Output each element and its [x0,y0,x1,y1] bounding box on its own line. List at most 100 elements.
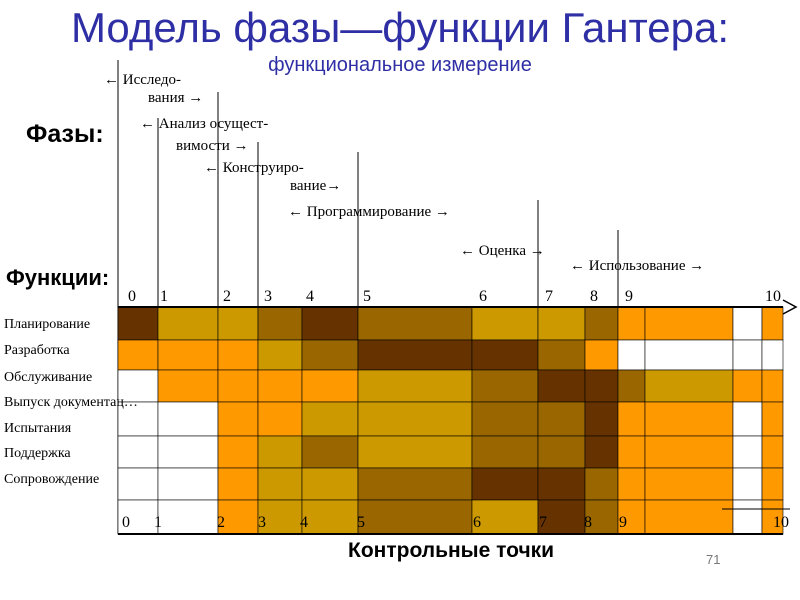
gantt-cell [584,435,619,469]
gantt-cell [357,306,473,341]
phase-design-line1: ← Конструиро- [204,160,304,176]
milestone-top-9: 9 [625,288,633,305]
gantt-cell [357,435,473,469]
gantt-cell [537,369,586,403]
gantt-cell [617,467,646,501]
title: Модель фазы—функции Гантера: [70,4,730,51]
gantt-cell [117,306,159,341]
gantt-cell [584,467,619,501]
gantt-cell [537,499,586,535]
milestone-bottom-3: 3 [258,514,266,531]
milestone-top-6: 6 [479,288,487,305]
gantt-cell [217,499,259,535]
gantt-cell [217,467,259,501]
gantt-cell [761,435,784,469]
phases-label: Фазы: [26,120,104,148]
gantt-cell [217,435,259,469]
milestone-top-4: 4 [306,288,314,305]
gantt-cell [257,435,303,469]
gantt-cell [644,339,734,371]
gantt-cell [301,467,359,501]
gantt-cell [644,467,734,501]
gantt-cell [471,369,539,403]
milestone-bottom-7: 7 [539,514,547,531]
gantt-cell [301,369,359,403]
milestone-top-7: 7 [545,288,553,305]
phase-research-line1: ← Исследо- [104,72,181,88]
gantt-cell [644,499,734,535]
milestone-top-2: 2 [223,288,231,305]
gantt-cell [301,306,359,341]
gantt-cell [537,306,586,341]
gantt-cell [257,401,303,437]
gantt-cell [117,339,159,371]
gantt-cell [537,467,586,501]
function-planning: Планирование [4,317,91,332]
gantt-cell [732,369,763,403]
gantt-cell [617,401,646,437]
phase-feasibility-line1: ← Анализ осущест- [140,116,269,132]
milestone-top-3: 3 [264,288,272,305]
phase-programming: ← Программирование → [288,204,450,220]
gantt-cell [257,499,303,535]
gantt-cell [584,339,619,371]
gantt-cell [301,499,359,535]
gantt-cell [537,339,586,371]
gantt-cell [761,339,784,371]
gantt-cell [357,401,473,437]
function-maintenance: Обслуживание [4,370,93,385]
gantt-cell [761,369,784,403]
gantt-cell [157,339,219,371]
milestone-bottom-5: 5 [357,514,365,531]
gantt-cell [157,467,219,501]
gantt-cell [732,401,763,437]
phase-design-line2: вание→ [290,178,342,194]
gantt-cell [217,369,259,403]
milestone-bottom-2: 2 [217,514,225,531]
gantt-cell [157,306,219,341]
subtitle: функциональное измерение [268,54,532,76]
phase-feasibility-line2: вимости → [176,138,249,154]
gantt-cell [732,339,763,371]
gantt-cell [357,499,473,535]
gantt-cell [257,306,303,341]
gantt-cell [584,499,619,535]
gantt-cell [471,435,539,469]
gantt-cell [617,306,646,341]
gantt-cell [584,369,619,403]
milestone-top-1: 1 [160,288,168,305]
milestone-bottom-6: 6 [473,514,481,531]
gantt-cell [471,401,539,437]
milestone-bottom-4: 4 [300,514,308,531]
gantt-cell [257,369,303,403]
gantt-cell [157,435,219,469]
gantt-cell [117,435,159,469]
milestones-label: Контрольные точки [348,539,555,562]
gantt-cell [584,306,619,341]
gantt-cell [644,401,734,437]
page-number: 71 [706,552,721,567]
gantt-cell [761,401,784,437]
phase-usage: ← Использование → [570,258,705,274]
function-testing: Испытания [4,421,72,436]
gantt-cell [217,339,259,371]
gantt-cell [732,499,763,535]
milestone-bottom-1: 1 [154,514,162,531]
gantt-cell [761,306,784,341]
milestone-top-5: 5 [363,288,371,305]
function-operation: Сопровождение [4,472,100,487]
gantt-cell [357,339,473,371]
gantt-cell [644,435,734,469]
gantt-cell [537,435,586,469]
gantt-cell [301,435,359,469]
milestone-bottom-9: 9 [619,514,627,531]
function-documentation: Выпуск документац… [4,395,138,410]
phase-evaluation: ← Оценка → [460,243,545,259]
gantt-cell [117,467,159,501]
gantt-cell [257,467,303,501]
milestone-bottom-0: 0 [122,514,130,531]
gantt-cell [732,306,763,341]
gantt-cell [257,339,303,371]
gantt-cell [617,369,646,403]
gantt-cell [471,339,539,371]
